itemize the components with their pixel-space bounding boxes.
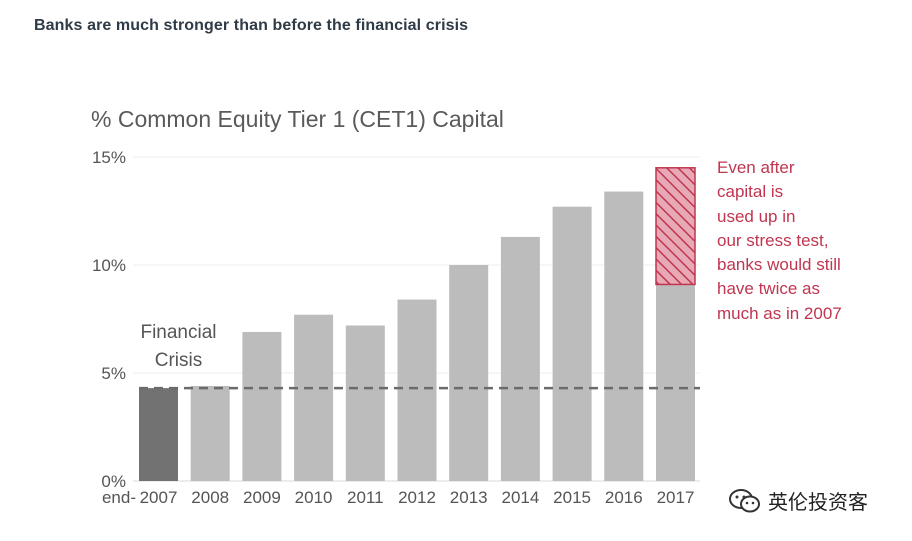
- x-tick-label: 2013: [450, 488, 488, 507]
- bar-2016: [604, 191, 644, 481]
- x-tick-label: 2008: [191, 488, 229, 507]
- watermark-text: 英伦投资客: [768, 492, 868, 514]
- annotation-line: Even after: [717, 158, 795, 177]
- x-tick-label: 2009: [243, 488, 281, 507]
- bar-2013: [449, 265, 489, 481]
- annotation-line: have twice as: [717, 279, 820, 299]
- x-tick-label: 2007: [140, 488, 178, 507]
- bar-2008: [190, 385, 230, 481]
- stress-test-hatched-segment: [655, 167, 696, 286]
- x-tick-label: 2010: [295, 488, 333, 507]
- chart-title: % Common Equity Tier 1 (CET1) Capital: [91, 106, 504, 132]
- bar-2007: [139, 388, 178, 481]
- bar-2011: [345, 325, 385, 481]
- x-tick-label: 2017: [657, 488, 695, 507]
- x-tick-label: 2011: [347, 488, 384, 507]
- y-tick-label: 5%: [101, 364, 126, 383]
- annotation-line: used up in: [717, 206, 796, 226]
- financial-crisis-label: Crisis: [155, 350, 203, 371]
- bar-2012: [397, 299, 437, 481]
- bar-2009: [242, 331, 282, 481]
- annotation-line: our stress test,: [717, 230, 829, 250]
- annotation-line: capital is: [717, 182, 784, 202]
- bar-2015: [552, 206, 592, 481]
- watermark: 英伦投资客: [728, 486, 868, 515]
- annotation-line: banks would still: [717, 255, 841, 275]
- y-tick-label: 0%: [101, 472, 126, 491]
- x-tick-label: 2015: [553, 488, 591, 507]
- bar-2014: [500, 236, 540, 481]
- x-tick-label: 2014: [501, 488, 539, 507]
- financial-crisis-label: Financial: [140, 322, 216, 343]
- annotation-line: much as in 2007: [717, 303, 842, 323]
- wechat-icon: [729, 488, 760, 512]
- y-tick-label: 15%: [92, 148, 126, 167]
- stress-test-annotation: Even after capital is used up in our str…: [717, 156, 897, 326]
- x-axis-prefix: end-: [102, 488, 136, 507]
- x-tick-label: 2012: [398, 488, 436, 507]
- y-tick-label: 10%: [92, 256, 126, 275]
- bar-2010: [294, 314, 334, 481]
- page-heading: Banks are much stronger than before the …: [34, 17, 469, 34]
- x-tick-label: 2016: [605, 488, 643, 507]
